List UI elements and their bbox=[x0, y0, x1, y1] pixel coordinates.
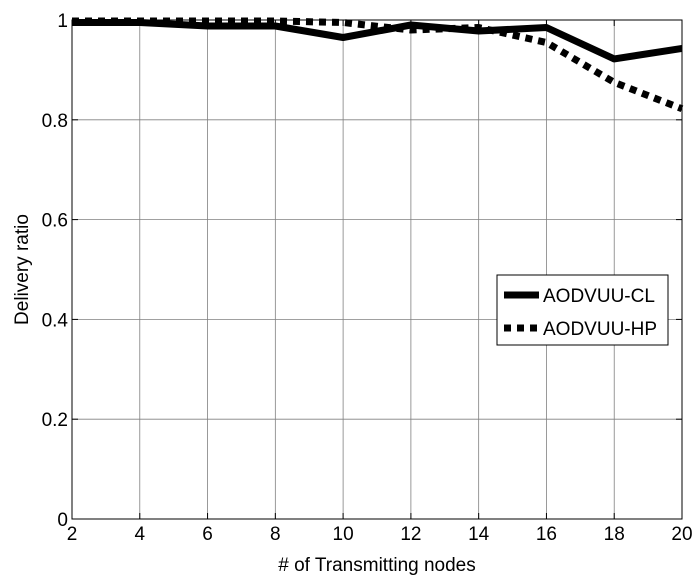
series-lines bbox=[72, 17, 684, 113]
x-tick-label: 18 bbox=[604, 524, 625, 545]
x-tick-label: 16 bbox=[536, 524, 557, 545]
y-tick-label: 0 bbox=[57, 510, 68, 531]
plot-frame bbox=[71, 19, 683, 520]
x-axis-label: # of Transmitting nodes bbox=[278, 555, 476, 575]
x-tick-label: 12 bbox=[400, 524, 421, 545]
legend-box bbox=[496, 274, 669, 346]
legend-label-aodvuu-hp: AODVUU-HP bbox=[543, 319, 657, 340]
x-tick-label: 8 bbox=[270, 524, 281, 545]
legend-label-aodvuu-cl: AODVUU-CL bbox=[543, 286, 655, 307]
series-line-aodvuu-cl bbox=[72, 19, 683, 63]
x-tick-label: 4 bbox=[134, 524, 145, 545]
series-line-aodvuu-hp bbox=[72, 17, 684, 113]
y-tick-label: 1 bbox=[57, 11, 68, 32]
y-tick-label: 0.2 bbox=[42, 410, 68, 431]
x-tick-label: 20 bbox=[671, 524, 692, 545]
x-tick-label: 14 bbox=[468, 524, 490, 545]
tick-labels: 2 4 6 8 10 12 14 16 18 20 0 0.2 0.4 0.6 0.8 1 bbox=[42, 11, 693, 545]
x-tick-label: 6 bbox=[202, 524, 213, 545]
x-tick-label: 10 bbox=[333, 524, 354, 545]
y-tick-label: 0.8 bbox=[42, 111, 68, 132]
x-tick-label: 2 bbox=[67, 524, 78, 545]
y-tick-label: 0.6 bbox=[42, 211, 68, 232]
y-tick-label: 0.4 bbox=[42, 310, 69, 331]
y-axis-label: Delivery ratio bbox=[12, 214, 33, 325]
legend: AODVUU-CL AODVUU-HP bbox=[496, 274, 669, 346]
axis-ticks bbox=[71, 19, 683, 520]
